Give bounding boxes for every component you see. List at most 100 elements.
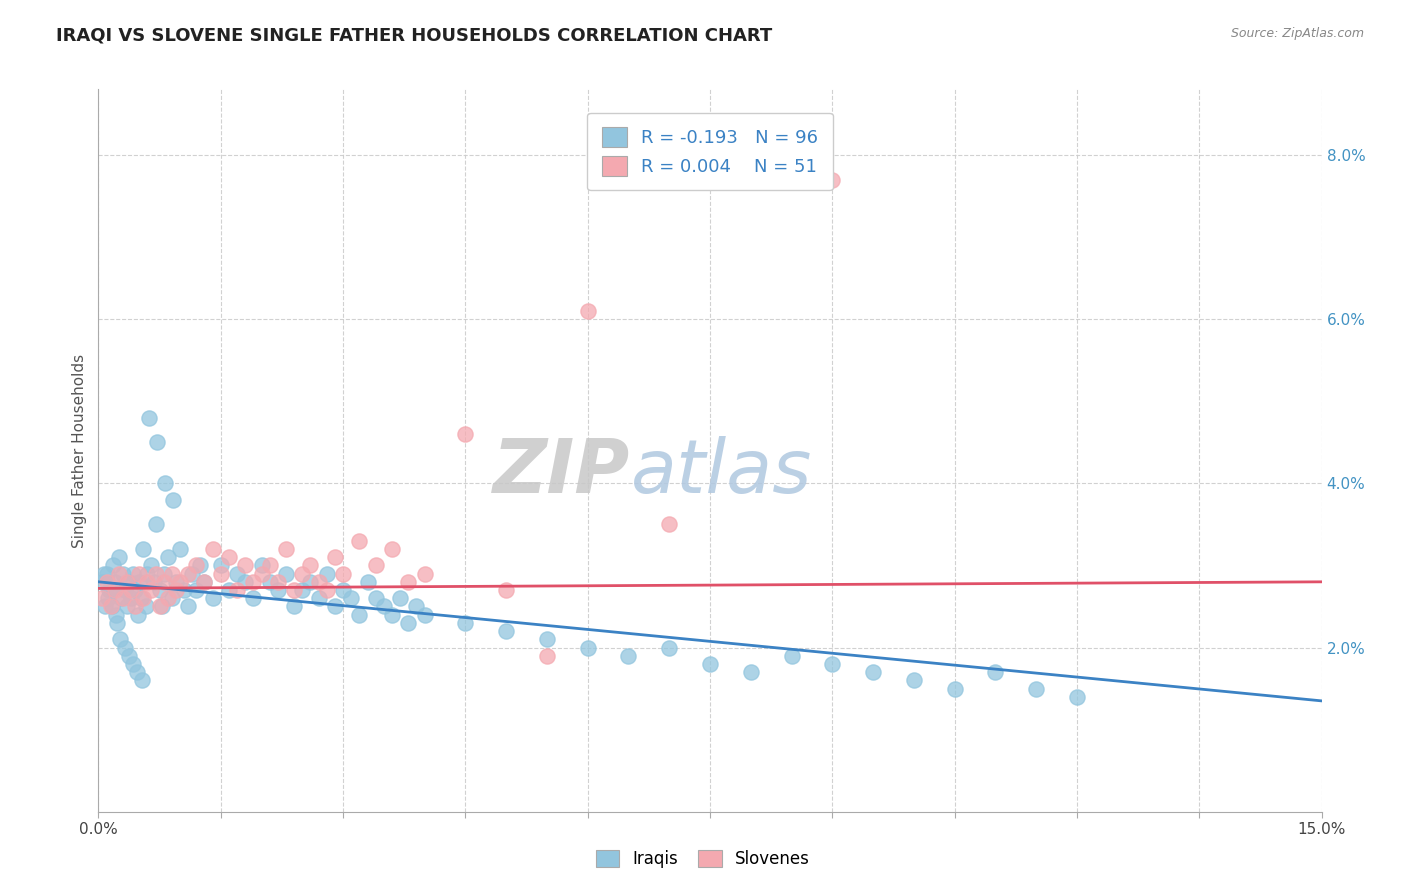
Point bbox=[160, 591, 183, 606]
Point bbox=[155, 476, 177, 491]
Point bbox=[405, 599, 427, 614]
Point bbox=[984, 665, 1007, 680]
Y-axis label: Single Father Households: Single Father Households bbox=[72, 353, 87, 548]
Point bbox=[193, 574, 215, 589]
Point bbox=[658, 517, 681, 532]
Point bbox=[98, 582, 121, 597]
Point bbox=[128, 574, 150, 589]
Point bbox=[364, 591, 387, 606]
Point bbox=[152, 574, 174, 589]
Point bbox=[94, 599, 117, 614]
Point bbox=[356, 574, 378, 589]
Point bbox=[209, 566, 232, 581]
Point bbox=[903, 673, 925, 688]
Point bbox=[120, 591, 142, 606]
Point bbox=[193, 574, 215, 589]
Point bbox=[943, 681, 966, 696]
Point bbox=[91, 591, 114, 606]
Point bbox=[396, 574, 419, 589]
Point bbox=[250, 558, 273, 573]
Point bbox=[862, 665, 884, 680]
Point bbox=[413, 607, 436, 622]
Point bbox=[141, 558, 163, 573]
Point bbox=[340, 591, 363, 606]
Point bbox=[104, 582, 127, 597]
Point bbox=[233, 558, 256, 573]
Point bbox=[125, 665, 148, 680]
Point bbox=[111, 566, 134, 581]
Point bbox=[108, 550, 131, 565]
Point bbox=[1025, 681, 1047, 696]
Point bbox=[396, 615, 419, 630]
Point bbox=[259, 558, 281, 573]
Point bbox=[454, 427, 477, 442]
Point bbox=[250, 566, 273, 581]
Point bbox=[299, 558, 322, 573]
Point bbox=[373, 599, 395, 614]
Point bbox=[142, 574, 165, 589]
Point bbox=[131, 673, 153, 688]
Point bbox=[146, 435, 169, 450]
Point bbox=[145, 517, 167, 532]
Point bbox=[381, 607, 404, 622]
Point bbox=[218, 582, 240, 597]
Point bbox=[173, 582, 195, 597]
Point bbox=[495, 624, 517, 639]
Point bbox=[149, 582, 172, 597]
Point bbox=[267, 582, 290, 597]
Point bbox=[308, 574, 330, 589]
Point bbox=[115, 599, 138, 614]
Point bbox=[110, 632, 132, 647]
Text: ZIP: ZIP bbox=[494, 435, 630, 508]
Point bbox=[332, 566, 354, 581]
Legend: Iraqis, Slovenes: Iraqis, Slovenes bbox=[589, 843, 817, 875]
Point bbox=[299, 574, 322, 589]
Point bbox=[108, 566, 131, 581]
Point bbox=[201, 541, 224, 556]
Point bbox=[226, 582, 249, 597]
Point bbox=[740, 665, 762, 680]
Point bbox=[389, 591, 412, 606]
Point bbox=[617, 648, 640, 663]
Point bbox=[536, 648, 558, 663]
Point bbox=[117, 648, 139, 663]
Point bbox=[364, 558, 387, 573]
Point bbox=[218, 550, 240, 565]
Point bbox=[118, 574, 141, 589]
Text: Source: ZipAtlas.com: Source: ZipAtlas.com bbox=[1230, 27, 1364, 40]
Point bbox=[323, 550, 346, 565]
Point bbox=[150, 599, 173, 614]
Point bbox=[315, 566, 337, 581]
Point bbox=[141, 582, 163, 597]
Point bbox=[226, 566, 249, 581]
Point bbox=[104, 574, 127, 589]
Point bbox=[101, 558, 124, 573]
Point bbox=[259, 574, 281, 589]
Point bbox=[169, 574, 191, 589]
Point bbox=[242, 591, 264, 606]
Point bbox=[100, 599, 122, 614]
Point bbox=[454, 615, 477, 630]
Point bbox=[780, 648, 803, 663]
Point bbox=[283, 599, 305, 614]
Point bbox=[332, 582, 354, 597]
Text: atlas: atlas bbox=[630, 436, 811, 508]
Point bbox=[283, 582, 305, 597]
Point bbox=[576, 304, 599, 318]
Point bbox=[381, 541, 404, 556]
Point bbox=[349, 607, 371, 622]
Point bbox=[536, 632, 558, 647]
Point bbox=[105, 607, 128, 622]
Point bbox=[188, 558, 212, 573]
Point bbox=[135, 599, 157, 614]
Point bbox=[122, 657, 145, 671]
Point bbox=[160, 566, 183, 581]
Point bbox=[145, 566, 167, 581]
Point bbox=[177, 599, 200, 614]
Point bbox=[128, 566, 150, 581]
Point bbox=[91, 574, 114, 589]
Point bbox=[274, 541, 297, 556]
Point bbox=[152, 566, 174, 581]
Point bbox=[124, 599, 146, 614]
Point bbox=[105, 615, 128, 630]
